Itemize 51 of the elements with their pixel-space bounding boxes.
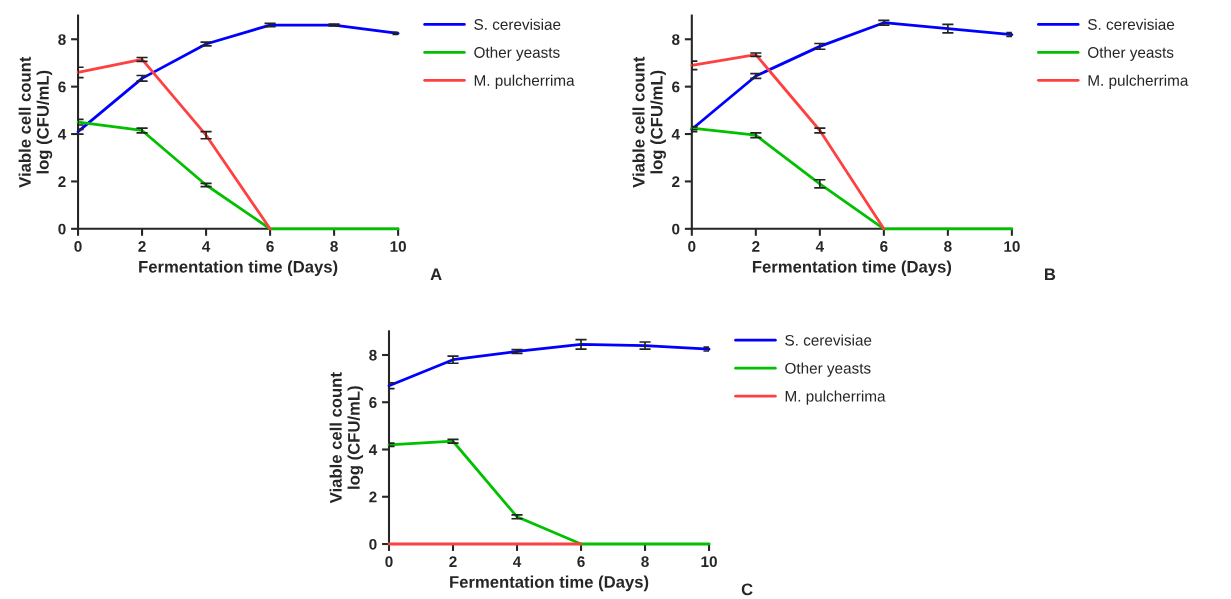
y-tick-label: 4 (57, 129, 67, 140)
text: C (741, 583, 753, 596)
x-tick-label: 4 (513, 556, 522, 567)
x-tick-label: 4 (202, 241, 211, 252)
x-tick-label: 0 (385, 556, 393, 568)
y-tick-label: 4 (671, 129, 680, 140)
y-tick-label: 2 (672, 176, 680, 187)
text: B (1045, 268, 1056, 281)
y-tick-label: 2 (369, 491, 377, 503)
y-tick-label: 8 (369, 349, 377, 361)
x-tick-label: 10 (390, 241, 406, 252)
x-axis-title: Fermentation time (Days) (752, 260, 952, 276)
x-axis-title: Fermentation time (Days) (139, 260, 338, 276)
x-tick-label: 10 (1004, 241, 1020, 252)
y-axis-title: Viable cell count log (CFU/mL) (18, 56, 53, 188)
legend-label: Other yeasts (474, 46, 560, 61)
y-tick-label: 2 (58, 176, 66, 187)
legend-label: Other yeasts (785, 362, 871, 377)
legend-label: S. cerevisiae (1088, 18, 1175, 30)
x-tick-label: 4 (815, 241, 825, 252)
legend-label: S. cerevisiae (785, 334, 872, 346)
x-tick-label: 6 (577, 556, 585, 568)
y-tick-label: 4 (368, 444, 378, 456)
legend-label: M. pulcherrima (1088, 74, 1189, 89)
x-tick-label: 0 (688, 241, 696, 252)
y-tick-label: 6 (369, 397, 377, 408)
text: A (430, 268, 442, 281)
legend-label: S. cerevisiae (474, 18, 561, 30)
legend-label: M. pulcherrima (785, 390, 886, 405)
x-tick-label: 8 (944, 241, 952, 252)
y-tick-label: 0 (369, 538, 377, 550)
x-tick-label: 2 (752, 241, 760, 252)
y-tick-label: 6 (58, 81, 66, 93)
y-tick-label: 0 (672, 223, 680, 235)
y-tick-label: 8 (672, 34, 680, 45)
y-tick-label: 0 (58, 223, 66, 235)
x-tick-label: 8 (641, 556, 649, 568)
x-tick-label: 2 (449, 556, 457, 567)
y-tick-label: 6 (672, 81, 680, 93)
x-tick-label: 2 (138, 241, 146, 252)
x-tick-label: 8 (330, 241, 338, 252)
x-tick-label: 6 (266, 241, 274, 252)
y-tick-label: 8 (58, 34, 66, 45)
x-tick-label: 10 (701, 556, 717, 568)
y-axis-title: Viable cell count log (CFU/mL) (632, 56, 666, 188)
legend-label: Other yeasts (1088, 46, 1174, 61)
y-axis-title: Viable cell count log (CFU/mL) (329, 372, 364, 504)
x-axis-title: Fermentation time (Days) (450, 575, 649, 592)
x-tick-label: 6 (880, 241, 888, 252)
legend-label: M. pulcherrima (474, 74, 575, 89)
x-tick-label: 0 (74, 241, 82, 252)
